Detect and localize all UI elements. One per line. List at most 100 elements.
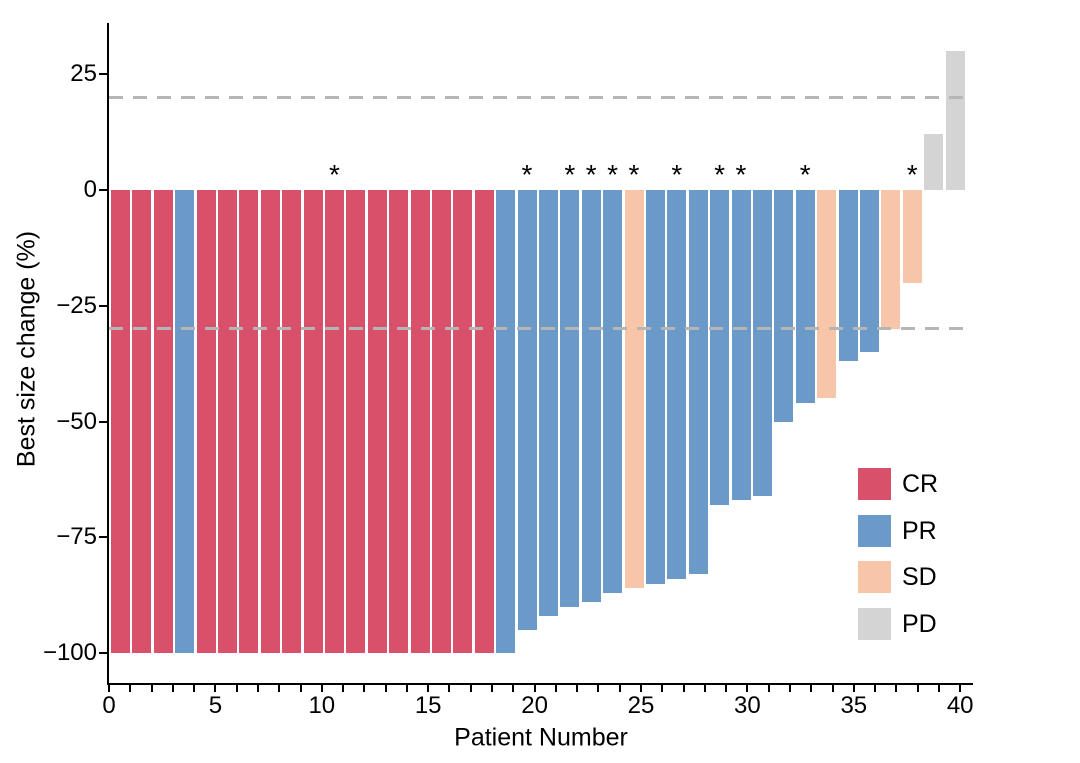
bar-patient-16 <box>431 190 451 653</box>
y-tick-label: −100 <box>42 639 97 666</box>
x-tick-mark <box>108 685 110 692</box>
bar-patient-39 <box>924 134 944 190</box>
x-tick-mark <box>448 685 451 692</box>
bar-patient-38 <box>902 190 922 283</box>
significance-asterisk: * <box>735 159 747 190</box>
x-tick-mark <box>256 685 259 692</box>
legend-swatch-pd <box>858 607 891 640</box>
x-tick-mark <box>299 685 302 692</box>
x-tick-mark <box>767 685 770 692</box>
y-tick-mark <box>99 304 108 307</box>
legend-label-sd: SD <box>902 563 937 591</box>
bar-patient-5 <box>196 190 216 653</box>
bar-patient-3 <box>153 190 173 653</box>
bar-patient-9 <box>282 190 302 653</box>
bar-patient-32 <box>774 190 794 422</box>
x-tick-mark <box>235 685 238 692</box>
significance-asterisk: * <box>628 159 640 190</box>
bar-patient-1 <box>110 190 130 653</box>
y-tick-mark <box>99 652 108 654</box>
bar-patient-6 <box>217 190 237 653</box>
x-tick-label: 0 <box>102 692 116 719</box>
x-tick-mark <box>171 685 174 692</box>
x-tick-mark <box>703 685 706 692</box>
x-tick-mark <box>214 685 217 692</box>
x-tick-mark <box>895 685 898 692</box>
legend-label-pd: PD <box>902 609 937 638</box>
x-tick-mark <box>320 685 323 692</box>
bar-patient-15 <box>410 190 430 653</box>
significance-asterisk: * <box>564 159 576 190</box>
x-tick-label: 35 <box>840 692 868 719</box>
bar-patient-12 <box>346 190 366 653</box>
bar-patient-18 <box>474 190 494 653</box>
x-tick-mark <box>618 685 621 692</box>
x-tick-mark <box>597 685 600 692</box>
bar-patient-10 <box>303 190 323 653</box>
x-tick-mark <box>491 685 494 692</box>
bar-patient-27 <box>667 190 687 579</box>
bar-patient-30 <box>731 190 751 501</box>
x-tick-mark <box>512 685 515 692</box>
bar-patient-24 <box>603 190 623 593</box>
y-axis-line <box>107 23 109 685</box>
x-axis-title: Patient Number <box>454 723 628 752</box>
significance-asterisk: * <box>521 159 533 190</box>
x-tick-mark <box>150 685 153 692</box>
x-tick-label: 40 <box>946 692 974 719</box>
bar-patient-26 <box>645 190 665 584</box>
x-tick-mark <box>852 685 855 692</box>
x-tick-mark <box>554 685 557 692</box>
x-tick-mark <box>342 685 345 692</box>
x-tick-mark <box>384 685 387 692</box>
x-tick-mark <box>959 685 962 692</box>
significance-asterisk: * <box>585 159 597 190</box>
significance-asterisk: * <box>906 159 918 190</box>
x-tick-label: 30 <box>734 692 761 719</box>
x-tick-label: 15 <box>414 692 442 719</box>
x-tick-mark <box>788 685 791 692</box>
bar-patient-7 <box>239 190 259 653</box>
bar-patient-13 <box>367 190 387 653</box>
x-tick-mark <box>916 685 919 692</box>
y-tick-label: 0 <box>83 176 97 203</box>
legend-swatch-cr <box>858 468 891 500</box>
x-tick-mark <box>533 685 536 692</box>
bar-patient-31 <box>752 190 772 496</box>
x-tick-mark <box>746 685 749 692</box>
x-tick-mark <box>874 685 877 692</box>
x-tick-label: 20 <box>521 692 548 719</box>
bar-patient-4 <box>175 190 195 653</box>
significance-asterisk: * <box>671 159 683 190</box>
bar-patient-36 <box>859 190 879 353</box>
legend-label-cr: CR <box>902 470 939 498</box>
y-tick-label: 25 <box>70 60 97 88</box>
bar-patient-17 <box>453 190 473 653</box>
bar-patient-28 <box>688 190 708 575</box>
bar-patient-21 <box>538 190 558 616</box>
y-tick-mark <box>99 420 108 423</box>
x-tick-mark <box>469 685 472 692</box>
bar-patient-23 <box>581 190 601 603</box>
x-tick-mark <box>682 685 685 692</box>
x-tick-mark <box>405 685 408 692</box>
x-tick-label: 25 <box>627 692 655 719</box>
bar-patient-40 <box>945 51 965 190</box>
bar-patient-19 <box>496 190 516 653</box>
x-tick-mark <box>640 685 642 692</box>
x-tick-label: 5 <box>208 692 223 719</box>
bar-patient-11 <box>324 190 344 653</box>
y-tick-mark <box>99 189 108 191</box>
legend-swatch-sd <box>858 561 891 593</box>
legend-swatch-pr <box>858 514 891 547</box>
bar-patient-2 <box>132 190 152 653</box>
x-tick-label: 10 <box>308 692 336 719</box>
bar-patient-8 <box>260 190 280 653</box>
y-tick-label: −75 <box>56 523 97 551</box>
x-tick-mark <box>576 685 579 692</box>
x-tick-mark <box>427 685 430 692</box>
bar-patient-34 <box>817 190 837 399</box>
bar-patient-35 <box>838 190 858 362</box>
